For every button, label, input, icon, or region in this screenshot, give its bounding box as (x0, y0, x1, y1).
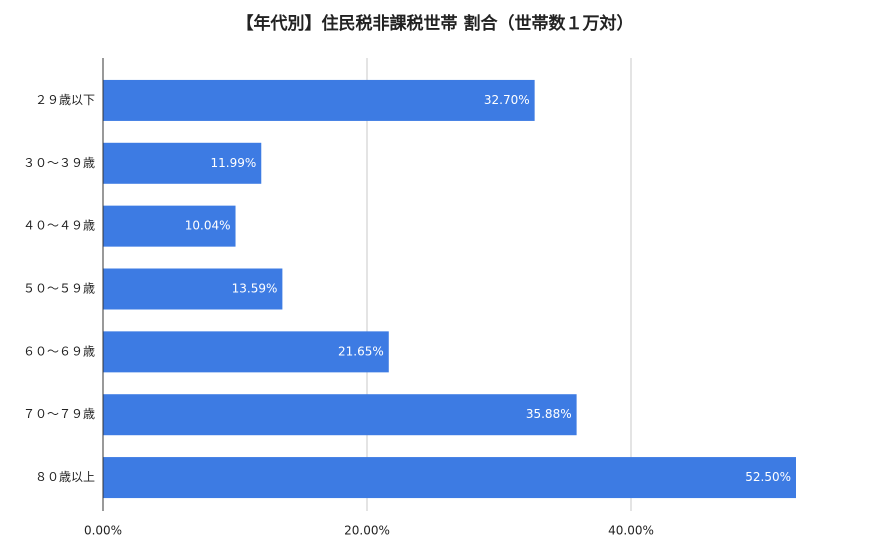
bar (103, 205, 236, 247)
value-label: 32.70% (484, 93, 530, 107)
bar (103, 142, 262, 184)
bar (103, 457, 796, 499)
bar (103, 331, 389, 373)
y-tick-label: ７０～７９歳 (23, 407, 95, 421)
y-tick-label: ８０歳以上 (35, 470, 95, 484)
value-label: 21.65% (338, 344, 384, 358)
y-tick-label: ６０～６９歳 (23, 344, 95, 358)
x-tick-label: 40.00% (608, 524, 654, 538)
chart-title: 【年代別】住民税非課税世帯 割合（世帯数１万対） (237, 13, 634, 34)
y-tick-label: ５０～５９歳 (23, 282, 95, 296)
bar (103, 394, 577, 436)
value-label: 52.50% (745, 470, 791, 484)
value-label: 10.04% (185, 219, 231, 233)
x-tick-label: 20.00% (344, 524, 390, 538)
x-tick-label: 0.00% (84, 524, 122, 538)
value-label: 11.99% (211, 156, 257, 170)
bar (103, 79, 535, 121)
value-label: 13.59% (232, 282, 278, 296)
value-label: 35.88% (526, 407, 572, 421)
y-tick-label: ４０～４９歳 (23, 219, 95, 233)
y-tick-label: ３０～３９歳 (23, 156, 95, 170)
y-tick-label: ２９歳以下 (35, 93, 95, 107)
bar (103, 268, 283, 310)
